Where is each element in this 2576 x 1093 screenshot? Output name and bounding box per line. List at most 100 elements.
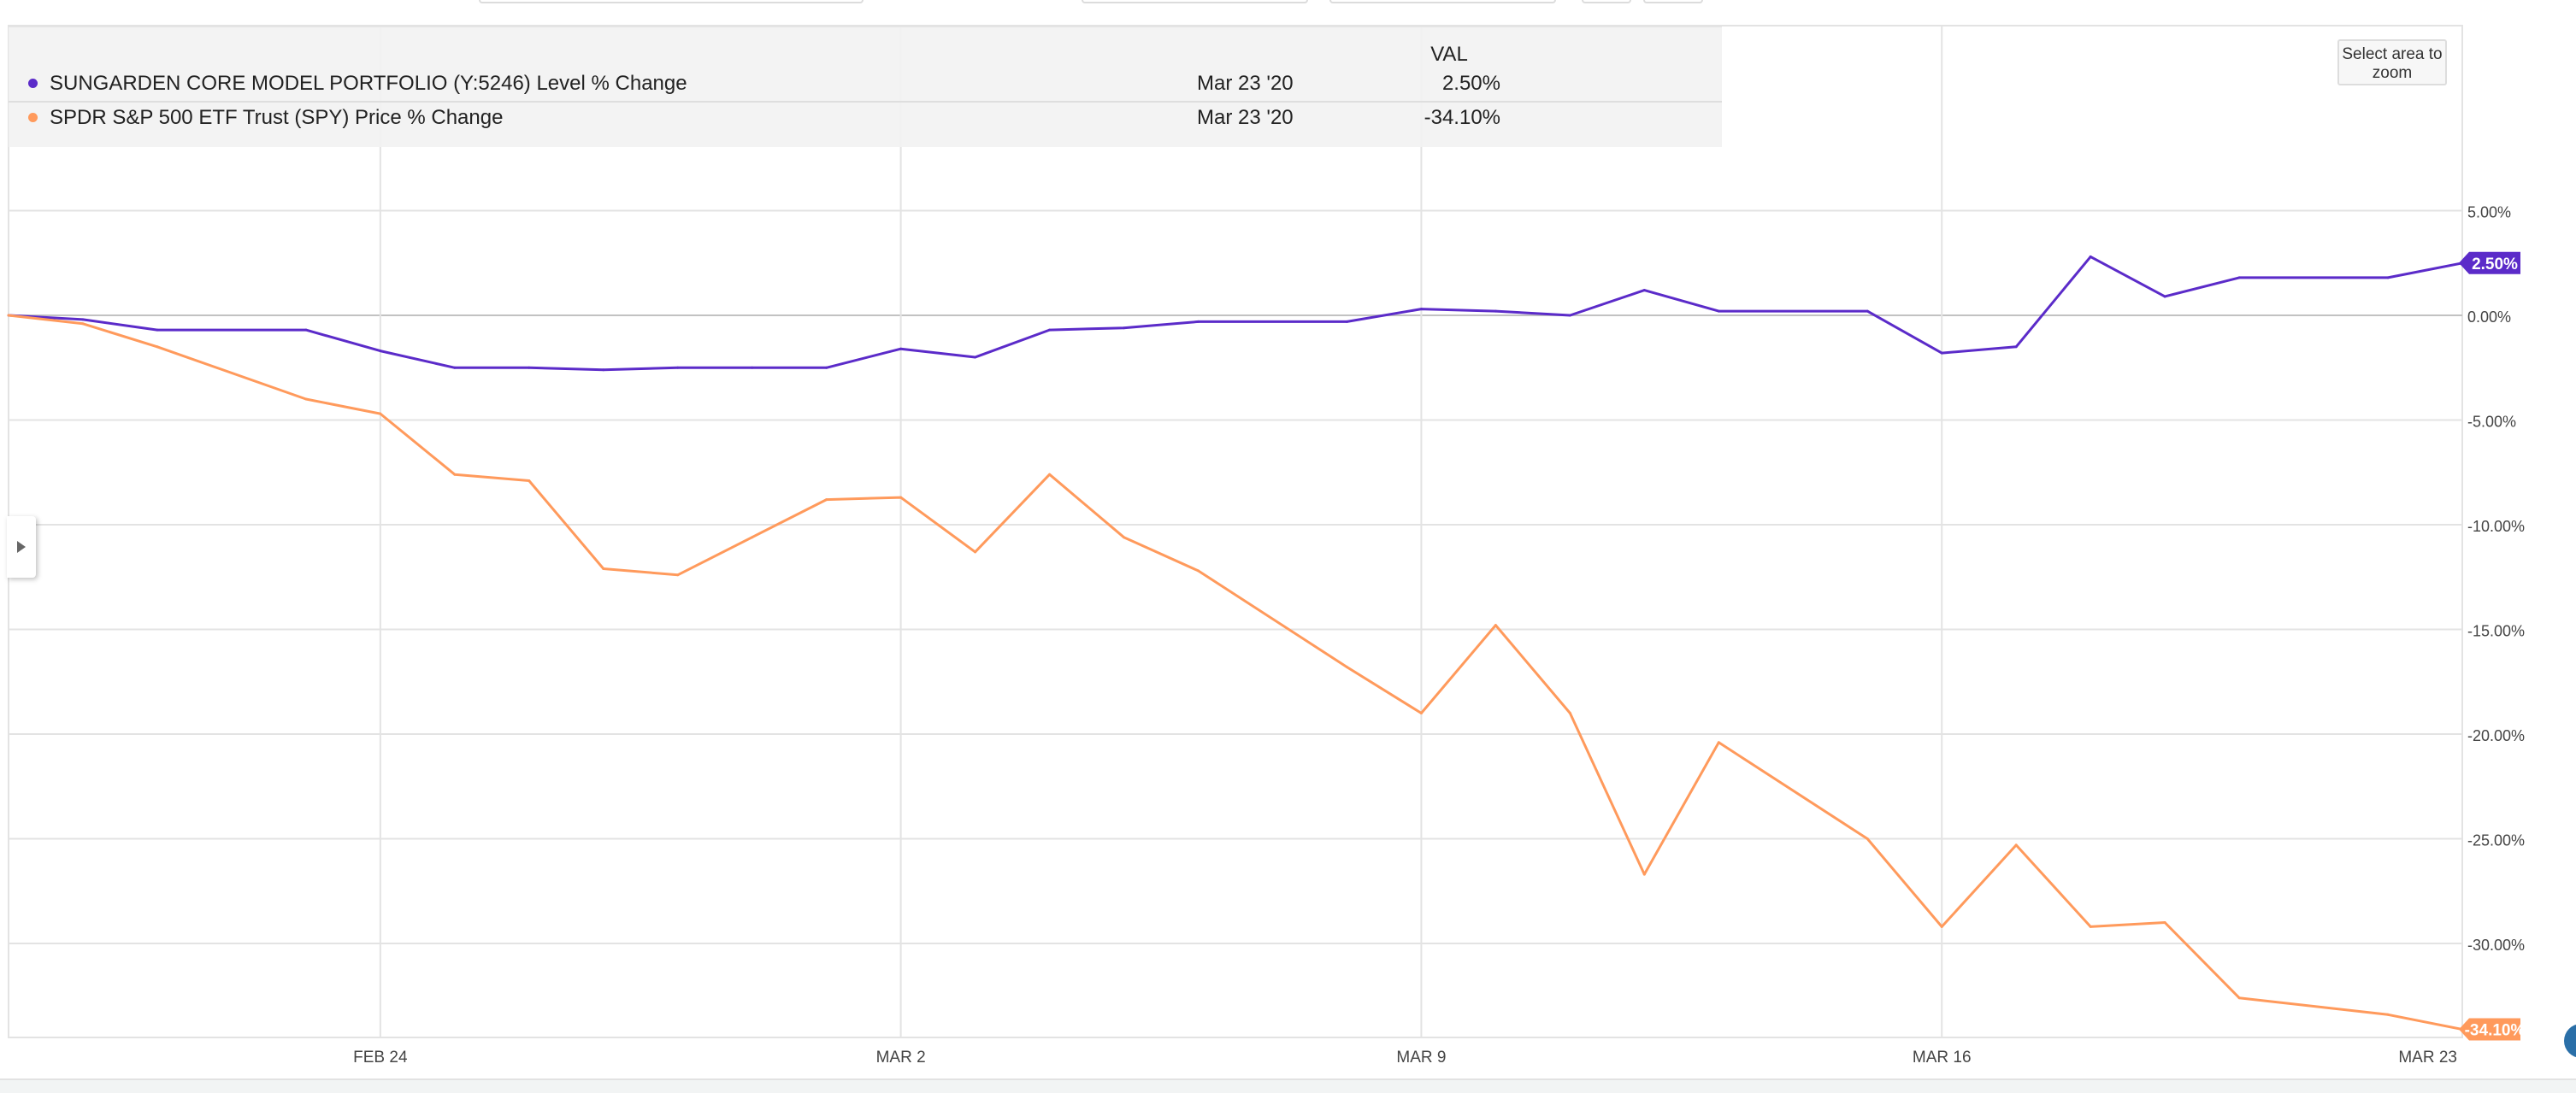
series-2-date: Mar 23 '20	[1197, 106, 1294, 129]
date-range-end-field[interactable]	[1329, 0, 1556, 3]
series-1-date: Mar 23 '20	[1197, 72, 1294, 95]
y-tick-label: -30.00%	[2467, 937, 2525, 954]
toolbar-button-right[interactable]	[1643, 0, 1703, 3]
series-1-point	[1866, 309, 1869, 313]
series-2-point	[899, 496, 903, 499]
series-1-point	[1123, 326, 1126, 330]
legend-row-series-2[interactable]: SPDR S&P 500 ETF Trust (SPY) Price % Cha…	[9, 103, 1722, 135]
series-1-name: SUNGARDEN CORE MODEL PORTFOLIO (Y:5246) …	[50, 72, 687, 95]
series-2-point	[379, 412, 382, 415]
y-tick-label: -20.00%	[2467, 727, 2525, 744]
series-2-point	[1494, 624, 1497, 627]
series-1-end-label: 2.50%	[2472, 256, 2518, 273]
series-1-point	[453, 366, 457, 369]
series-1-point	[899, 347, 903, 350]
series-1-point	[2237, 276, 2241, 279]
series-2-point	[453, 473, 457, 476]
series-1-point	[379, 350, 382, 353]
series-1-point	[1345, 320, 1348, 323]
legend-panel	[9, 26, 1722, 147]
series-1-point	[304, 328, 308, 332]
select-area-to-zoom-button[interactable]: Select area to zoom	[2337, 39, 2447, 85]
y-tick-label: -25.00%	[2467, 832, 2525, 849]
series-1-point	[1642, 289, 1646, 292]
expand-panel-button[interactable]	[7, 516, 36, 578]
series-2-point	[528, 479, 531, 483]
x-tick-label: MAR 2	[876, 1049, 926, 1067]
series-1-point	[528, 366, 531, 369]
series-1-point	[2014, 345, 2018, 349]
series-2-point	[751, 536, 754, 539]
y-tick-label: -15.00%	[2467, 623, 2525, 640]
series-1-point	[1419, 308, 1423, 311]
series-2-point	[1123, 536, 1126, 539]
series-2-line	[9, 314, 2462, 1031]
search-field[interactable]	[479, 0, 864, 3]
series-1-point	[1940, 351, 1943, 355]
series-1-point	[676, 366, 680, 369]
series-2-point	[1940, 925, 1943, 928]
series-2-point	[602, 567, 605, 570]
series-2-point	[676, 573, 680, 577]
chevron-right-icon	[17, 541, 26, 553]
toolbar-button-left[interactable]	[1582, 0, 1631, 3]
series-2-point	[2386, 1013, 2390, 1016]
series-1-point	[1494, 309, 1497, 313]
x-tick-label: FEB 24	[353, 1049, 408, 1067]
series-2-name: SPDR S&P 500 ETF Trust (SPY) Price % Cha…	[50, 106, 504, 129]
series-2-point	[304, 397, 308, 401]
top-toolbar	[0, 0, 2576, 7]
series-2-point	[1345, 666, 1348, 669]
series-2-point	[2237, 996, 2241, 1000]
series-1-point	[2163, 295, 2166, 298]
series-1-point	[1048, 328, 1052, 332]
series-2-value: -34.10%	[1424, 106, 1500, 129]
series-2-point	[2089, 925, 2092, 928]
series-1-point	[602, 368, 605, 372]
date-range-start-field[interactable]	[1082, 0, 1308, 3]
series-2-point	[1048, 473, 1052, 476]
series-2-point	[974, 550, 977, 554]
series-1-point	[1717, 309, 1720, 313]
series-2-point	[2163, 921, 2166, 924]
series-2-point	[1568, 712, 1571, 714]
legend-row-series-1[interactable]: SUNGARDEN CORE MODEL PORTFOLIO (Y:5246) …	[9, 68, 1722, 103]
series-2-point	[7, 314, 10, 317]
legend-value-header: VAL	[1430, 43, 1468, 66]
series-2-point	[1419, 712, 1423, 714]
series-1-point	[1568, 314, 1571, 317]
series-1-point	[156, 328, 159, 332]
series-2-point	[1642, 873, 1646, 876]
x-tick-label: MAR 16	[1913, 1049, 1972, 1067]
series-2-point	[2014, 843, 2018, 847]
x-tick-label: MAR 9	[1396, 1049, 1446, 1067]
y-tick-label: -10.00%	[2467, 518, 2525, 535]
series-1-point	[1197, 320, 1200, 323]
series-2-point	[1717, 741, 1720, 744]
y-tick-label: 5.00%	[2467, 204, 2511, 221]
series-1-point	[825, 366, 828, 369]
series-1-point	[2089, 255, 2092, 258]
series-2-point	[825, 498, 828, 502]
y-tick-label: -5.00%	[2467, 414, 2516, 431]
series-1-value: 2.50%	[1441, 72, 1500, 95]
footer-bar	[0, 1078, 2576, 1093]
series-2-end-flag	[2459, 1018, 2520, 1041]
series-2-point	[1866, 837, 1869, 840]
series-1-line	[9, 255, 2462, 372]
series-1-point	[974, 356, 977, 359]
series-1-point	[751, 366, 754, 369]
series-2-end-label: -34.10%	[2465, 1021, 2526, 1039]
series-1-end-flag	[2459, 251, 2520, 274]
x-tick-label: MAR 23	[2398, 1049, 2457, 1067]
series-1-point	[81, 318, 85, 321]
series-2-point	[81, 322, 85, 326]
series-2-color-dot	[28, 113, 38, 122]
help-chat-icon[interactable]	[2564, 1024, 2576, 1058]
series-2-point	[1197, 569, 1200, 573]
series-1-point	[2386, 276, 2390, 279]
series-2-point	[156, 345, 159, 349]
y-tick-label: 0.00%	[2467, 309, 2511, 326]
plot-frame	[8, 25, 2463, 1038]
